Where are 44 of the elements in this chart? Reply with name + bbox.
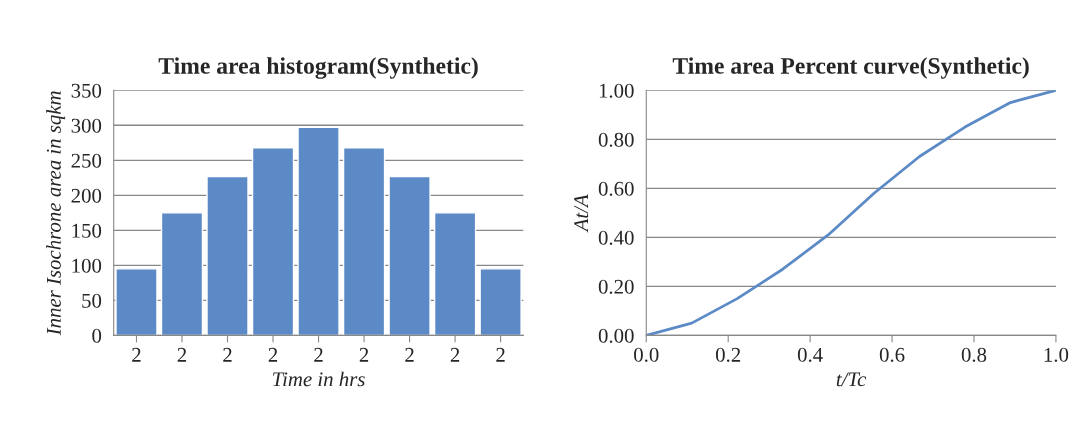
y-tick-label: 250 — [71, 153, 102, 168]
bar — [479, 268, 522, 336]
y-tick-label: 350 — [71, 83, 102, 98]
x-tick-label: 2 — [496, 347, 505, 362]
bar — [297, 126, 340, 336]
chart-title: Time area Percent curve(Synthetic) — [672, 57, 1029, 79]
x-tick-label: 2 — [132, 347, 141, 362]
x-tick-label: 2 — [359, 347, 369, 362]
x-tick-label: 2 — [405, 347, 414, 362]
bar — [388, 175, 431, 336]
x-axis-title: t/Tc — [836, 372, 867, 387]
y-tick-label: 300 — [71, 118, 102, 133]
y-tick-label: 100 — [72, 258, 102, 273]
x-tick-label: 0.6 — [879, 347, 905, 362]
x-tick-label: 1.0 — [1044, 347, 1069, 362]
y-tick-label: 50 — [82, 293, 102, 308]
y-tick-label: 200 — [71, 188, 102, 203]
bar — [160, 212, 204, 336]
bar — [342, 147, 386, 336]
y-tick-label: 0.20 — [598, 279, 634, 294]
y-tick-label: 0.00 — [598, 328, 634, 343]
y-tick-label: 0.40 — [598, 230, 634, 245]
y-axis-title: Inner Isochrone area in sqkm — [46, 91, 66, 336]
chart-title: Time area histogram(Synthetic) — [158, 57, 478, 79]
y-tick-label: 1.00 — [599, 83, 634, 98]
x-tick-label: 0.8 — [961, 347, 987, 362]
bar — [251, 147, 295, 336]
x-tick-label: 2 — [268, 347, 278, 362]
bar — [206, 175, 249, 336]
x-tick-label: 0.0 — [634, 347, 659, 362]
y-tick-label: 0.60 — [598, 181, 634, 196]
bar — [115, 268, 158, 336]
y-tick-label: 0 — [92, 328, 102, 343]
x-tick-label: 0.2 — [715, 347, 741, 362]
x-tick-label: 0.4 — [797, 347, 823, 362]
x-tick-label: 2 — [177, 347, 187, 362]
x-axis-title: Time in hrs — [273, 371, 365, 387]
y-axis-title: At/A — [574, 194, 589, 233]
bar — [433, 212, 477, 336]
x-tick-label: 2 — [223, 347, 232, 362]
x-tick-label: 2 — [314, 347, 323, 362]
x-tick-label: 2 — [450, 347, 460, 362]
y-tick-label: 150 — [72, 223, 102, 238]
y-tick-label: 0.80 — [598, 132, 634, 147]
